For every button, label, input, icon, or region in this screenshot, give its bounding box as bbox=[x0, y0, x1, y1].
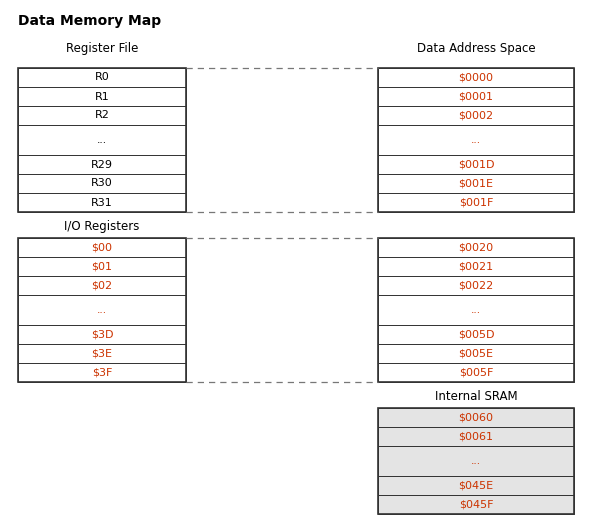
Bar bbox=[18, 344, 186, 363]
Bar bbox=[18, 68, 186, 87]
Text: $005F: $005F bbox=[459, 368, 493, 378]
Bar bbox=[378, 238, 574, 382]
Bar bbox=[18, 174, 186, 193]
Bar bbox=[378, 193, 574, 212]
Bar bbox=[378, 446, 574, 476]
Bar bbox=[18, 238, 186, 257]
Text: ...: ... bbox=[97, 135, 107, 145]
Text: $3D: $3D bbox=[91, 329, 114, 339]
Text: $0000: $0000 bbox=[458, 72, 493, 82]
Text: R30: R30 bbox=[91, 179, 113, 188]
Text: $00: $00 bbox=[91, 243, 112, 253]
Bar bbox=[378, 125, 574, 155]
Text: R1: R1 bbox=[95, 92, 109, 102]
Text: $045F: $045F bbox=[459, 500, 493, 510]
Bar bbox=[18, 68, 186, 212]
Bar bbox=[18, 363, 186, 382]
Bar bbox=[18, 238, 186, 382]
Bar bbox=[378, 363, 574, 382]
Bar bbox=[18, 193, 186, 212]
Text: $005E: $005E bbox=[458, 348, 493, 359]
Bar bbox=[378, 325, 574, 344]
Text: $001F: $001F bbox=[459, 197, 493, 207]
Text: Register File: Register File bbox=[66, 42, 138, 55]
Bar bbox=[18, 155, 186, 174]
Text: R2: R2 bbox=[95, 111, 109, 121]
Bar bbox=[18, 257, 186, 276]
Bar bbox=[18, 125, 186, 155]
Bar bbox=[18, 87, 186, 106]
Text: $02: $02 bbox=[91, 280, 112, 290]
Text: $0020: $0020 bbox=[458, 243, 493, 253]
Bar bbox=[18, 325, 186, 344]
Text: $0060: $0060 bbox=[458, 412, 493, 422]
Bar bbox=[18, 295, 186, 325]
Bar bbox=[378, 257, 574, 276]
Bar bbox=[378, 238, 574, 257]
Text: $0001: $0001 bbox=[458, 92, 493, 102]
Text: I/O Registers: I/O Registers bbox=[64, 220, 140, 233]
Bar bbox=[18, 106, 186, 125]
Bar bbox=[378, 276, 574, 295]
Bar bbox=[378, 408, 574, 427]
Bar bbox=[378, 427, 574, 446]
Text: $045E: $045E bbox=[458, 480, 493, 491]
Text: $3E: $3E bbox=[91, 348, 112, 359]
Text: R0: R0 bbox=[95, 72, 109, 82]
Text: $0021: $0021 bbox=[458, 262, 493, 271]
Text: R31: R31 bbox=[91, 197, 113, 207]
Text: $001D: $001D bbox=[458, 160, 494, 170]
Text: Data Address Space: Data Address Space bbox=[417, 42, 535, 55]
Bar bbox=[378, 344, 574, 363]
Text: ...: ... bbox=[97, 305, 107, 315]
Text: $3F: $3F bbox=[92, 368, 112, 378]
Bar bbox=[378, 174, 574, 193]
Text: $01: $01 bbox=[91, 262, 112, 271]
Text: ...: ... bbox=[471, 135, 481, 145]
Text: ...: ... bbox=[471, 456, 481, 466]
Bar bbox=[378, 68, 574, 212]
Bar bbox=[18, 276, 186, 295]
Text: ...: ... bbox=[471, 305, 481, 315]
Text: R29: R29 bbox=[91, 160, 113, 170]
Bar bbox=[378, 106, 574, 125]
Bar bbox=[378, 476, 574, 495]
Bar bbox=[378, 68, 574, 87]
Bar bbox=[378, 295, 574, 325]
Text: $0061: $0061 bbox=[458, 431, 493, 442]
Bar bbox=[378, 495, 574, 514]
Text: $0022: $0022 bbox=[458, 280, 493, 290]
Text: $001E: $001E bbox=[458, 179, 493, 188]
Text: $005D: $005D bbox=[458, 329, 494, 339]
Text: Internal SRAM: Internal SRAM bbox=[435, 390, 517, 403]
Bar bbox=[378, 155, 574, 174]
Bar bbox=[378, 408, 574, 514]
Text: $0002: $0002 bbox=[458, 111, 493, 121]
Text: Data Memory Map: Data Memory Map bbox=[18, 14, 161, 28]
Bar bbox=[378, 87, 574, 106]
